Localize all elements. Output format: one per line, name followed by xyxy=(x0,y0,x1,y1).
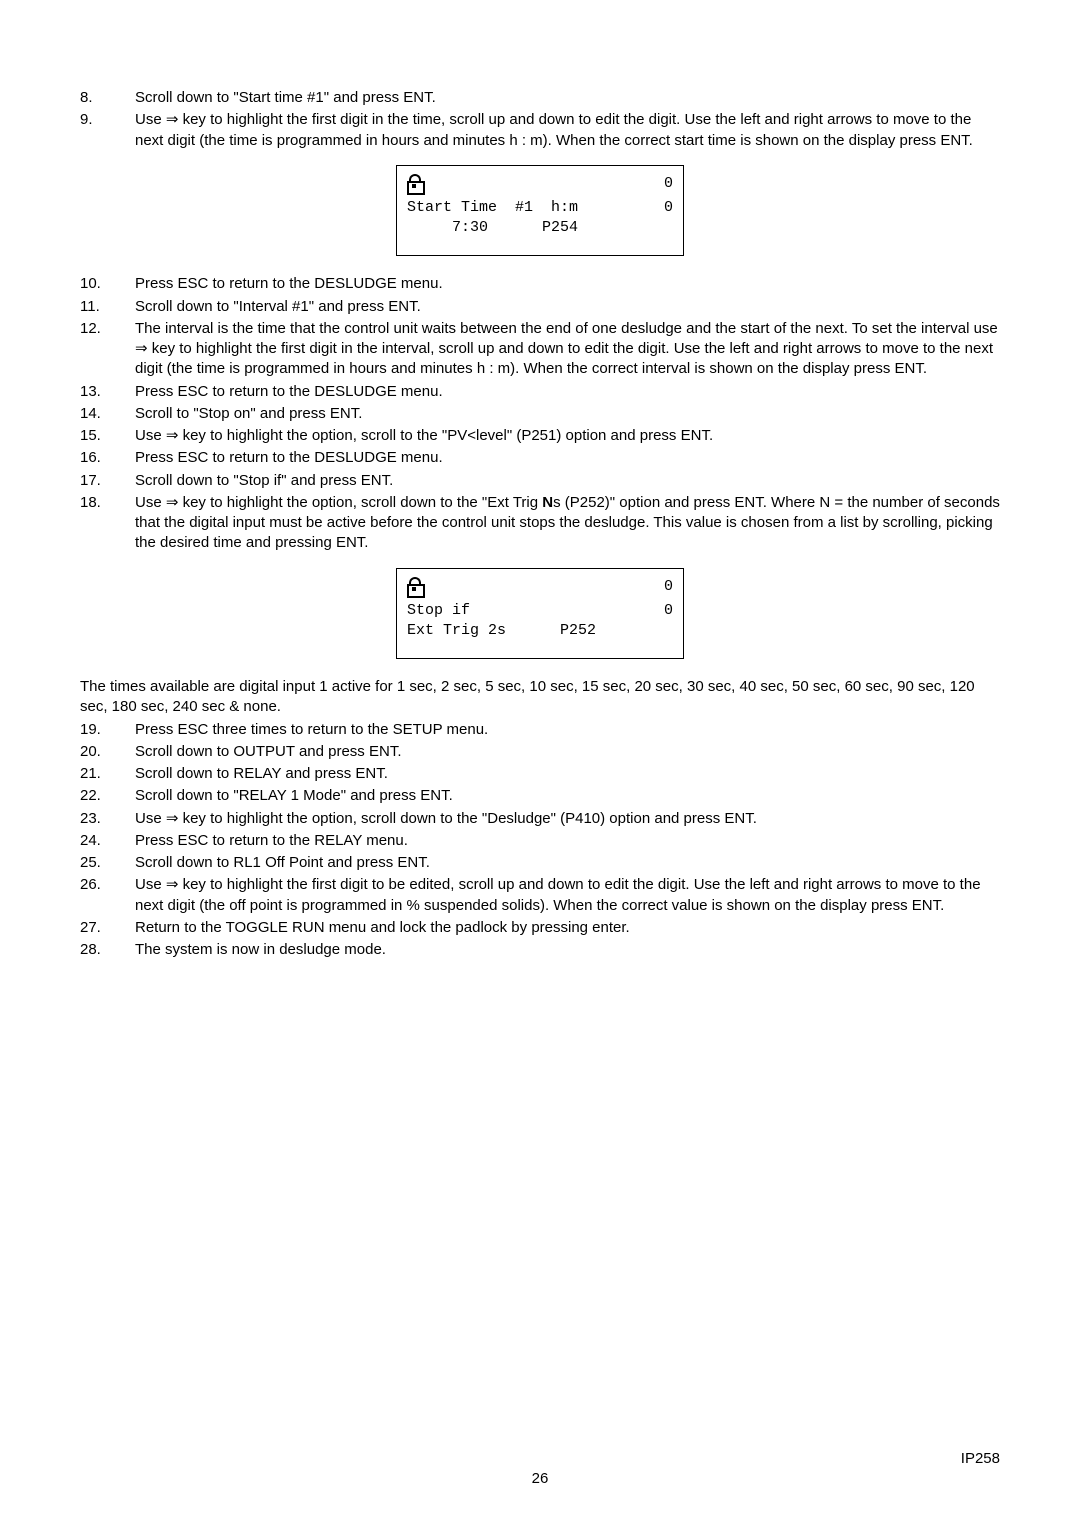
lcd-value: 0 xyxy=(664,198,673,218)
step-text: Press ESC to return to the DESLUDGE menu… xyxy=(135,382,1000,402)
step-item: 18. Use ⇒ key to highlight the option, s… xyxy=(80,493,1000,554)
step-text: Scroll to "Stop on" and press ENT. xyxy=(135,404,1000,424)
lcd-line: Stop if xyxy=(407,601,470,621)
lcd-line: Ext Trig 2s P252 xyxy=(407,621,596,641)
lcd-value: 0 xyxy=(664,601,673,621)
step-item: 22. Scroll down to "RELAY 1 Mode" and pr… xyxy=(80,786,1000,806)
times-paragraph: The times available are digital input 1 … xyxy=(80,677,1000,718)
step-number: 26. xyxy=(80,875,135,916)
step-item: 11. Scroll down to "Interval #1" and pre… xyxy=(80,297,1000,317)
bold-letter: N xyxy=(542,494,553,511)
step-text: The system is now in desludge mode. xyxy=(135,940,1000,960)
step-number: 25. xyxy=(80,853,135,873)
footer-code: IP258 xyxy=(961,1450,1000,1467)
step-number: 15. xyxy=(80,426,135,446)
step-item: 28. The system is now in desludge mode. xyxy=(80,940,1000,960)
step-text: Press ESC to return to the RELAY menu. xyxy=(135,831,1000,851)
step-text: Scroll down to RL1 Off Point and press E… xyxy=(135,853,1000,873)
step-number: 23. xyxy=(80,809,135,829)
step-text: Scroll down to RELAY and press ENT. xyxy=(135,764,1000,784)
step-number: 10. xyxy=(80,274,135,294)
step-text: Return to the TOGGLE RUN menu and lock t… xyxy=(135,918,1000,938)
text-segment: Use ⇒ key to highlight the option, scrol… xyxy=(135,494,542,511)
step-item: 24. Press ESC to return to the RELAY men… xyxy=(80,831,1000,851)
step-item: 13. Press ESC to return to the DESLUDGE … xyxy=(80,382,1000,402)
step-number: 8. xyxy=(80,88,135,108)
step-number: 13. xyxy=(80,382,135,402)
step-text: Scroll down to "Start time #1" and press… xyxy=(135,88,1000,108)
step-item: 26. Use ⇒ key to highlight the first dig… xyxy=(80,875,1000,916)
step-text: Press ESC three times to return to the S… xyxy=(135,720,1000,740)
step-item: 10. Press ESC to return to the DESLUDGE … xyxy=(80,274,1000,294)
step-item: 9. Use ⇒ key to highlight the first digi… xyxy=(80,110,1000,151)
lcd-value: 0 xyxy=(664,174,673,199)
step-text: Use ⇒ key to highlight the option, scrol… xyxy=(135,493,1000,554)
padlock-icon xyxy=(407,577,421,602)
step-item: 16. Press ESC to return to the DESLUDGE … xyxy=(80,448,1000,468)
step-item: 19. Press ESC three times to return to t… xyxy=(80,720,1000,740)
step-item: 25. Scroll down to RL1 Off Point and pre… xyxy=(80,853,1000,873)
step-text: Use ⇒ key to highlight the first digit i… xyxy=(135,110,1000,151)
step-text: Press ESC to return to the DESLUDGE menu… xyxy=(135,448,1000,468)
step-item: 23. Use ⇒ key to highlight the option, s… xyxy=(80,809,1000,829)
lcd-display-1: 0 Start Time #1 h:m 0 7:30 P254 xyxy=(396,165,684,257)
step-item: 27. Return to the TOGGLE RUN menu and lo… xyxy=(80,918,1000,938)
step-text: Scroll down to "Stop if" and press ENT. xyxy=(135,471,1000,491)
step-item: 12. The interval is the time that the co… xyxy=(80,319,1000,380)
step-number: 28. xyxy=(80,940,135,960)
step-number: 24. xyxy=(80,831,135,851)
step-text: Use ⇒ key to highlight the option, scrol… xyxy=(135,809,1000,829)
step-item: 21. Scroll down to RELAY and press ENT. xyxy=(80,764,1000,784)
step-number: 9. xyxy=(80,110,135,151)
step-number: 11. xyxy=(80,297,135,317)
page-number: 26 xyxy=(532,1470,549,1487)
step-text: Scroll down to "RELAY 1 Mode" and press … xyxy=(135,786,1000,806)
step-number: 20. xyxy=(80,742,135,762)
step-number: 14. xyxy=(80,404,135,424)
step-text: Use ⇒ key to highlight the first digit t… xyxy=(135,875,1000,916)
step-number: 22. xyxy=(80,786,135,806)
step-number: 12. xyxy=(80,319,135,380)
step-item: 15. Use ⇒ key to highlight the option, s… xyxy=(80,426,1000,446)
step-number: 27. xyxy=(80,918,135,938)
step-text: The interval is the time that the contro… xyxy=(135,319,1000,380)
step-text: Scroll down to OUTPUT and press ENT. xyxy=(135,742,1000,762)
step-number: 17. xyxy=(80,471,135,491)
step-item: 17. Scroll down to "Stop if" and press E… xyxy=(80,471,1000,491)
padlock-icon xyxy=(407,174,421,199)
step-item: 20. Scroll down to OUTPUT and press ENT. xyxy=(80,742,1000,762)
lcd-line: 7:30 P254 xyxy=(407,218,578,238)
step-item: 14. Scroll to "Stop on" and press ENT. xyxy=(80,404,1000,424)
lcd-line: Start Time #1 h:m xyxy=(407,198,578,218)
lcd-value: 0 xyxy=(664,577,673,602)
step-text: Scroll down to "Interval #1" and press E… xyxy=(135,297,1000,317)
step-text: Press ESC to return to the DESLUDGE menu… xyxy=(135,274,1000,294)
step-number: 16. xyxy=(80,448,135,468)
step-item: 8. Scroll down to "Start time #1" and pr… xyxy=(80,88,1000,108)
step-number: 21. xyxy=(80,764,135,784)
lcd-display-2: 0 Stop if 0 Ext Trig 2s P252 xyxy=(396,568,684,660)
step-number: 18. xyxy=(80,493,135,554)
step-number: 19. xyxy=(80,720,135,740)
step-text: Use ⇒ key to highlight the option, scrol… xyxy=(135,426,1000,446)
